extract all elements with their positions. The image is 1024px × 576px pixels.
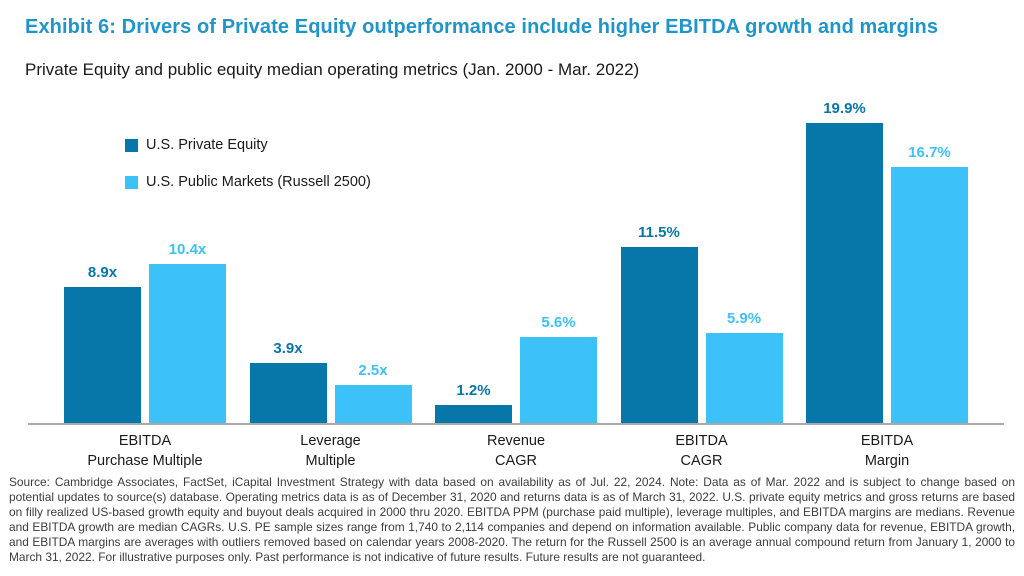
legend-label-public-markets: U.S. Public Markets (Russell 2500) (146, 174, 371, 190)
bar-with-label: 5.6% (520, 100, 597, 423)
bar-public-markets (520, 337, 597, 423)
chart-legend: U.S. Private Equity U.S. Public Markets … (125, 137, 371, 190)
bar-value-label: 19.9% (823, 100, 866, 117)
bar-with-label: 16.7% (891, 100, 968, 423)
bar-with-label: 5.9% (705, 100, 783, 423)
bar-with-label: 11.5% (620, 100, 698, 423)
category-label-1: Leverage Multiple (300, 433, 361, 469)
bar-value-label: 8.9x (87, 263, 118, 281)
legend-swatch-private-equity (125, 138, 138, 152)
bar-value-label: 16.7% (908, 144, 951, 161)
bar-with-label: 10.4x (149, 100, 226, 423)
category-label-4: EBITDA Margin (860, 433, 914, 469)
legend-item-private-equity: U.S. Private Equity (125, 137, 371, 153)
bar-value-label: 1.2% (456, 381, 491, 399)
bar-private-equity (64, 286, 141, 423)
bar-group-3: 11.5% 5.9% (620, 100, 783, 423)
bar-with-label: 8.9x (64, 100, 141, 423)
legend-item-public-markets: U.S. Public Markets (Russell 2500) (125, 174, 371, 190)
plot-area: 8.9x 10.4x 3.9x 2.5x 1.2% 5.6% 11.5% 5.9% 19.9% 1… (28, 100, 1004, 425)
bar-value-label: 2.5x (358, 361, 388, 379)
legend-swatch-public-markets (125, 175, 138, 189)
bar-group-0: 8.9x 10.4x (64, 100, 226, 423)
category-label-3: EBITDA CAGR (675, 433, 728, 469)
bar-value-label: 5.6% (541, 314, 576, 332)
bar-group-2: 1.2% 5.6% (435, 100, 597, 423)
bar-private-equity (249, 363, 327, 423)
category-label-2: Revenue CAGR (486, 433, 546, 469)
x-axis-category-labels: EBITDA Purchase Multiple Leverage Multiple R… (28, 432, 1004, 471)
bar-public-markets (334, 384, 412, 423)
source-footnote: Source: Cambridge Associates, FactSet, i… (9, 475, 1015, 564)
bar-value-label: 3.9x (273, 340, 303, 358)
bar-with-label: 19.9% (806, 100, 883, 423)
exhibit-subtitle: Private Equity and public equity median … (25, 60, 640, 79)
bar-group-4: 19.9% 16.7% (806, 100, 968, 423)
bar-value-label: 11.5% (638, 223, 680, 241)
bar-private-equity (806, 123, 883, 423)
bar-with-label: 2.5x (334, 100, 412, 423)
bar-with-label: 3.9x (249, 100, 327, 423)
bar-private-equity (435, 404, 512, 423)
bar-value-label: 5.9% (726, 309, 762, 327)
category-label-0: EBITDA Purchase Multiple (87, 433, 203, 469)
legend-label-private-equity: U.S. Private Equity (146, 137, 268, 153)
bar-chart: 8.9x 10.4x 3.9x 2.5x 1.2% 5.6% 11.5% 5.9% 19.9% 1… (28, 100, 1004, 423)
bar-private-equity (620, 246, 698, 423)
bar-value-label: 10.4x (168, 240, 207, 258)
bar-public-markets (705, 332, 783, 423)
bar-with-label: 1.2% (435, 100, 512, 423)
bar-public-markets (891, 167, 968, 423)
bar-group-1: 3.9x 2.5x (249, 100, 412, 423)
bar-public-markets (149, 263, 226, 423)
exhibit-title: Exhibit 6: Drivers of Private Equity out… (25, 16, 939, 38)
